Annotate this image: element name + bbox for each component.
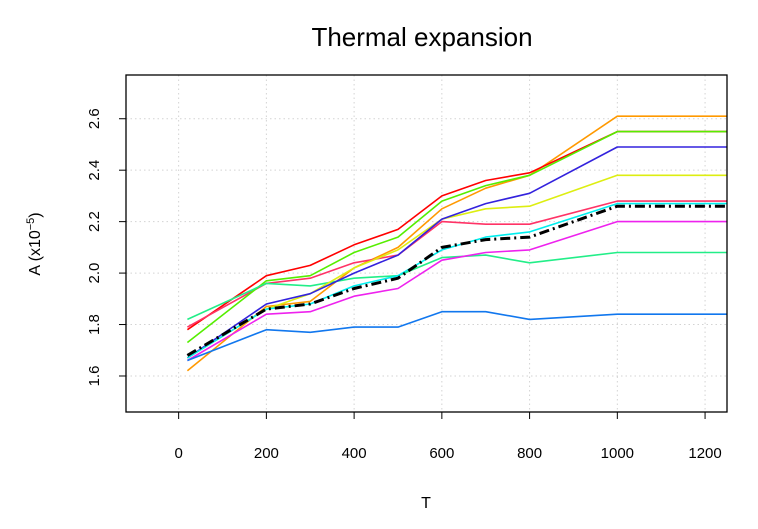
y-tick-label-0: 1.6 [86, 366, 103, 387]
y-axis-label-close: ) [27, 212, 44, 217]
chart-title: Thermal expansion [311, 22, 532, 52]
series-line-1 [186, 115, 727, 372]
plot-frame [125, 74, 728, 413]
y-tick-label-5: 2.6 [86, 108, 103, 129]
series-line-8 [186, 220, 727, 362]
series-line-9 [187, 310, 727, 362]
y-tick-label-3: 2.2 [86, 211, 103, 232]
x-axis: 0 200 400 600 800 1000 1200 [174, 412, 722, 462]
series-line-7 [186, 146, 727, 359]
series-line-5 [187, 251, 727, 321]
series-line-2 [186, 130, 727, 331]
y-axis-label: A (x10−5) [25, 212, 44, 275]
x-axis-label: T [421, 495, 431, 512]
series-line-6 [186, 174, 727, 359]
y-axis: 1.6 1.8 2.0 2.2 2.4 2.6 [86, 108, 126, 386]
x-tick-label-2: 400 [342, 445, 367, 462]
x-tick-label-1: 200 [254, 445, 279, 462]
x-tick-label-6: 1200 [688, 445, 721, 462]
y-tick-label-1: 1.8 [86, 314, 103, 335]
series-line-11 [186, 204, 727, 357]
y-axis-label-exponent: −5 [25, 218, 37, 231]
x-tick-label-4: 800 [517, 445, 542, 462]
y-axis-label-main: A (x10 [27, 230, 44, 275]
series-line-3 [187, 200, 727, 328]
series-line-4 [186, 130, 727, 344]
x-tick-label-3: 600 [429, 445, 454, 462]
series-group [186, 115, 727, 372]
y-tick-label-4: 2.4 [86, 160, 103, 181]
x-tick-label-0: 0 [174, 445, 182, 462]
x-tick-label-5: 1000 [601, 445, 634, 462]
grid [126, 75, 727, 412]
y-tick-label-2: 2.0 [86, 263, 103, 284]
